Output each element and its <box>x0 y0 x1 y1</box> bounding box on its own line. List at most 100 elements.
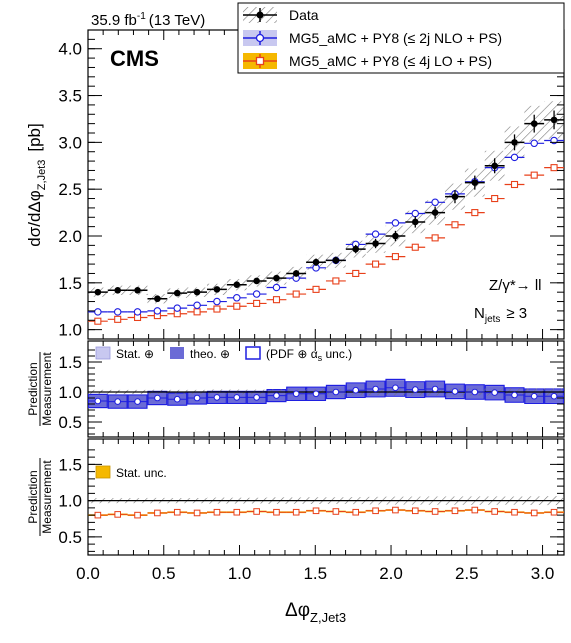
x-tick-label: 1.5 <box>303 564 327 583</box>
lo-point <box>352 269 360 278</box>
lo-ratio-point <box>213 508 221 516</box>
lo-ratio-point <box>491 508 498 515</box>
lo-point <box>114 315 122 323</box>
ratio-lo-numerator: Prediction <box>26 470 40 523</box>
x-axis-label: ΔφZ,Jet3 <box>285 600 346 625</box>
x-tick-label: 0.0 <box>76 564 100 583</box>
y-main-tick-label: 1.0 <box>58 321 82 340</box>
lo-point <box>550 164 558 172</box>
nlo-ratio-point <box>372 385 379 393</box>
legend-theo-label: theo. ⊕ <box>190 347 230 361</box>
nlo-ratio-point <box>511 391 518 399</box>
ratio-nlo-denominator: Measurement <box>40 352 54 426</box>
nlo-ratio-point <box>392 384 399 392</box>
y-ratio-lo-tick-label: 0.5 <box>58 528 82 547</box>
nlo-point <box>233 294 241 302</box>
nlo-point <box>94 308 102 316</box>
lo-point <box>94 317 102 325</box>
nlo-point <box>411 209 420 218</box>
data-point <box>411 218 419 226</box>
nlo-ratio-point <box>431 385 439 393</box>
nlo-ratio-point <box>451 388 459 395</box>
lo-point <box>292 290 300 298</box>
lo-point <box>431 234 439 242</box>
data-point <box>511 139 518 146</box>
nlo-ratio-point <box>411 386 419 393</box>
lo-ratio-point <box>511 508 518 516</box>
lo-ratio-point <box>253 508 260 515</box>
lo-point <box>312 285 320 293</box>
lo-ratio-point <box>134 511 141 519</box>
nlo-point <box>530 139 538 148</box>
data-point <box>332 257 340 264</box>
y-ratio-nlo-tick-label: 1.5 <box>58 353 82 372</box>
nlo-point <box>391 219 400 227</box>
x-tick-label: 3.0 <box>531 564 555 583</box>
lo-point <box>510 180 519 189</box>
legend-stat-label: Stat. ⊕ <box>116 347 154 361</box>
lo-point <box>332 277 340 285</box>
legend-data-label: Data <box>289 7 319 23</box>
process-label: Z/γ*→ ll <box>489 277 542 294</box>
lo-point <box>391 253 399 261</box>
lo-point <box>213 305 221 313</box>
y-main-tick-label: 4.0 <box>58 40 82 59</box>
nlo-ratio-point <box>332 388 340 396</box>
data-point <box>292 270 300 277</box>
nlo-ratio-point <box>114 398 121 405</box>
y-main-tick-label: 3.5 <box>58 86 82 105</box>
data-point <box>94 288 102 296</box>
data-point <box>491 162 498 170</box>
lo-point <box>372 260 380 268</box>
lumi-label: 35.9 fb-1 (13 TeV) <box>91 11 205 29</box>
legend-lo-label: MG5_aMC + PY8 (≤ 4j LO + PS) <box>289 53 492 69</box>
lo-ratio-point <box>471 506 479 514</box>
data-point <box>471 179 479 186</box>
ratio-lo-denominator: Measurement <box>40 460 54 534</box>
legend-ratio-lo: Stat. unc. <box>95 465 167 480</box>
nlo-ratio-point <box>491 389 498 396</box>
data-point <box>550 116 558 124</box>
experiment-label: CMS <box>110 46 159 71</box>
legend-main: Data MG5_aMC + PY8 (≤ 2j NLO + PS) MG5_a… <box>237 2 565 74</box>
legend-nlo-label: MG5_aMC + PY8 (≤ 2j NLO + PS) <box>289 30 502 46</box>
nlo-ratio-point <box>352 386 360 394</box>
y-ratio-nlo-tick-label: 1.0 <box>58 383 82 402</box>
nlo-point <box>431 198 439 207</box>
y-main-tick-label: 2.0 <box>58 227 82 246</box>
nlo-ratio-point <box>471 388 479 396</box>
lo-ratio-point <box>411 507 419 515</box>
lo-point <box>253 299 261 307</box>
data-point <box>114 287 121 294</box>
lo-ratio-point <box>352 508 360 516</box>
y-ratio-lo-tick-label: 1.5 <box>58 455 82 474</box>
y-main-tick-label: 1.5 <box>58 274 82 293</box>
lo-ratio-point <box>114 511 121 518</box>
lo-ratio-point <box>550 508 558 516</box>
lo-point <box>471 209 479 217</box>
nlo-point <box>193 301 201 310</box>
y-ratio-lo-tick-label: 1.0 <box>58 492 82 511</box>
data-point <box>233 281 241 288</box>
nlo-ratio-point <box>233 394 241 401</box>
nlo-ratio-point <box>530 392 538 400</box>
nlo-ratio-point <box>154 394 161 402</box>
nlo-point <box>133 308 142 316</box>
data-point <box>372 240 379 247</box>
data-point <box>154 295 161 303</box>
nlo-point <box>252 290 261 298</box>
lo-ratio-point <box>292 508 300 516</box>
ratio-nlo-numerator: Prediction <box>26 362 40 415</box>
nlo-point <box>213 297 221 306</box>
data-point <box>312 258 320 266</box>
nlo-ratio-point <box>213 394 221 401</box>
y-main-tick-label: 2.5 <box>58 180 82 199</box>
lo-point <box>530 171 538 179</box>
lo-ratio-point <box>173 508 181 516</box>
data-point <box>173 289 181 297</box>
data-point <box>193 288 201 296</box>
legend-pdf-label: (PDF ⊕ αs unc.) <box>266 347 352 363</box>
lo-ratio-point <box>273 508 280 516</box>
legend-nlo-marker <box>243 30 277 46</box>
lo-ratio-point <box>392 506 399 514</box>
